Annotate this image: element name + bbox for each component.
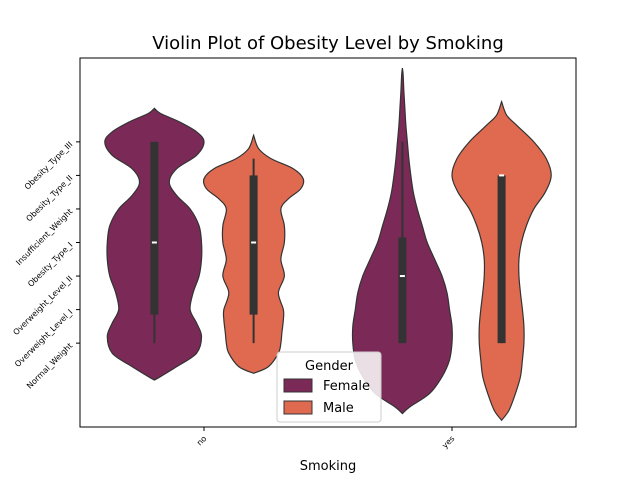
chart-title: Violin Plot of Obesity Level by Smoking — [152, 33, 504, 54]
legend-swatch-female — [283, 378, 313, 393]
median-marker-female-no — [151, 241, 157, 244]
iqr-box-female-yes — [398, 237, 407, 344]
violins-layer — [104, 67, 552, 422]
legend: Gender Female Male — [276, 351, 382, 423]
x-axis-label: Smoking — [300, 459, 357, 474]
y-tick-label: Insufficient_Weight — [14, 207, 74, 267]
median-marker-male-yes — [499, 174, 505, 177]
y-tick-label: Overweight_Level_II — [11, 274, 74, 337]
legend-swatch-male — [283, 400, 313, 415]
median-marker-female-yes — [399, 275, 405, 278]
legend-title: Gender — [305, 359, 354, 374]
legend-label-female: Female — [323, 379, 370, 394]
plot-frame — [79, 57, 577, 428]
y-axis: Normal_WeightOverweight_Level_IOverweigh… — [11, 140, 80, 391]
iqr-box-male-yes — [497, 175, 506, 344]
x-axis: no yes — [195, 427, 456, 450]
iqr-box-female-no — [150, 141, 159, 315]
y-tick-label: Overweight_Level_I — [13, 308, 74, 369]
x-tick-label: yes — [440, 434, 456, 450]
iqr-box-male-no — [249, 175, 258, 315]
median-marker-male-no — [251, 241, 257, 244]
x-tick-label: no — [195, 434, 208, 447]
legend-label-male: Male — [323, 401, 354, 416]
